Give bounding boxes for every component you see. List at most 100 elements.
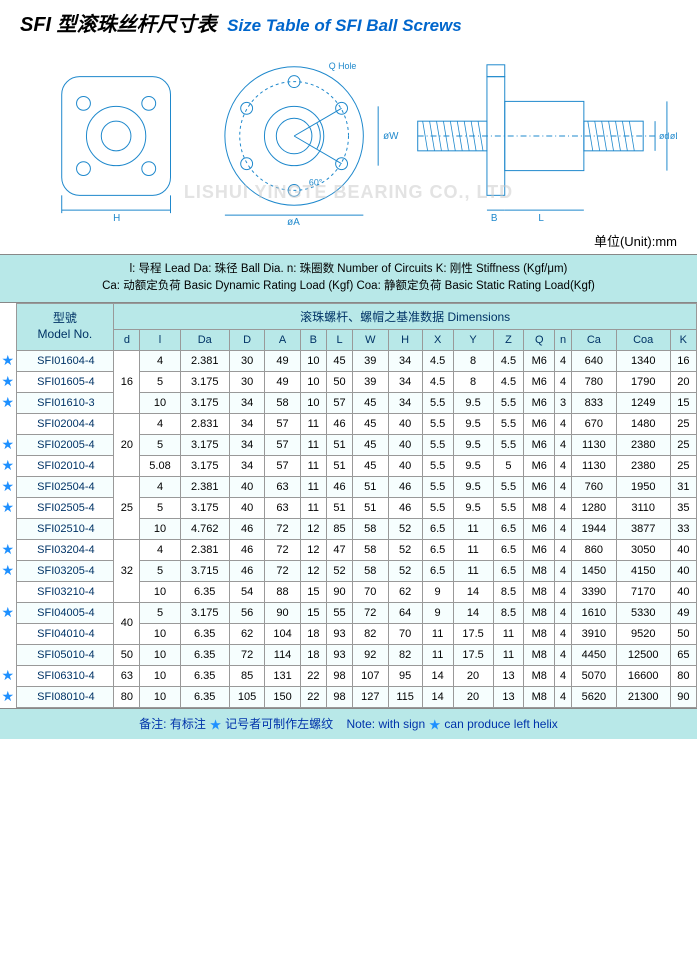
cell-B: 22 <box>300 686 326 707</box>
cell-A: 72 <box>265 539 300 560</box>
cell-L: 85 <box>326 518 352 539</box>
cell-Z: 6.5 <box>493 560 524 581</box>
cell-K: 40 <box>670 581 696 602</box>
star-icon: ★ <box>0 602 16 623</box>
model-cell: SFI02504-4 <box>16 476 114 497</box>
cell-Q: M6 <box>524 392 555 413</box>
col-X: X <box>422 329 453 350</box>
cell-l: 10 <box>140 665 180 686</box>
col-Da: Da <box>180 329 229 350</box>
cell-K: 40 <box>670 539 696 560</box>
cell-X: 14 <box>422 665 453 686</box>
col-W: W <box>353 329 388 350</box>
footer-cn2: 记号者可制作左螺纹 <box>225 717 333 731</box>
cell-D: 105 <box>229 686 264 707</box>
cell-D: 40 <box>229 476 264 497</box>
cell-B: 18 <box>300 623 326 644</box>
cell-H: 52 <box>388 518 422 539</box>
cell-K: 49 <box>670 602 696 623</box>
cell-Coa: 16600 <box>616 665 670 686</box>
cell-d: 80 <box>114 686 140 707</box>
cell-Ca: 640 <box>572 350 617 371</box>
cell-X: 14 <box>422 686 453 707</box>
cell-D: 30 <box>229 371 264 392</box>
cell-Ca: 1944 <box>572 518 617 539</box>
cell-Ca: 5620 <box>572 686 617 707</box>
cell-Coa: 9520 <box>616 623 670 644</box>
footer-cn1: 备注: 有标注 <box>139 717 206 731</box>
cell-X: 5.5 <box>422 434 453 455</box>
cell-Y: 9.5 <box>453 413 493 434</box>
cell-A: 63 <box>265 476 300 497</box>
cell-L: 55 <box>326 602 352 623</box>
cell-H: 52 <box>388 560 422 581</box>
cell-Da: 2.381 <box>180 476 229 497</box>
cell-Z: 5.5 <box>493 413 524 434</box>
cell-W: 72 <box>353 602 388 623</box>
cell-B: 12 <box>300 539 326 560</box>
cell-X: 4.5 <box>422 350 453 371</box>
cell-Y: 9.5 <box>453 476 493 497</box>
cell-X: 4.5 <box>422 371 453 392</box>
cell-D: 34 <box>229 413 264 434</box>
title-en: Size Table of SFI Ball Screws <box>227 16 462 35</box>
cell-H: 34 <box>388 371 422 392</box>
cell-Coa: 1790 <box>616 371 670 392</box>
cell-n: 4 <box>555 518 572 539</box>
cell-Da: 6.35 <box>180 581 229 602</box>
cell-Ca: 860 <box>572 539 617 560</box>
cell-Da: 3.715 <box>180 560 229 581</box>
star-icon: ★ <box>0 476 16 497</box>
cell-L: 93 <box>326 644 352 665</box>
cell-Da: 2.381 <box>180 539 229 560</box>
star-icon <box>0 623 16 644</box>
cell-K: 31 <box>670 476 696 497</box>
cell-l: 4 <box>140 413 180 434</box>
star-icon: ★ <box>209 716 222 732</box>
cell-X: 9 <box>422 602 453 623</box>
star-icon: ★ <box>0 665 16 686</box>
star-icon: ★ <box>429 716 442 732</box>
cell-H: 40 <box>388 413 422 434</box>
table-row: ★SFI01610-3103.1753458105745345.59.55.5M… <box>0 392 697 413</box>
model-cell: SFI02505-4 <box>16 497 114 518</box>
cell-H: 34 <box>388 350 422 371</box>
svg-text:Q Hole: Q Hole <box>329 61 357 71</box>
cell-Z: 13 <box>493 686 524 707</box>
cell-D: 46 <box>229 560 264 581</box>
legend-line-1: l: 导程 Lead Da: 珠径 Ball Dia. n: 珠圈数 Numbe… <box>12 261 685 278</box>
cell-D: 34 <box>229 434 264 455</box>
cell-Da: 3.175 <box>180 455 229 476</box>
cell-Coa: 1950 <box>616 476 670 497</box>
cell-Da: 2.381 <box>180 350 229 371</box>
cell-D: 62 <box>229 623 264 644</box>
cell-L: 51 <box>326 455 352 476</box>
cell-d: 16 <box>114 350 140 413</box>
cell-Y: 9.5 <box>453 434 493 455</box>
cell-K: 50 <box>670 623 696 644</box>
svg-text:øD: øD <box>670 131 677 141</box>
cell-A: 150 <box>265 686 300 707</box>
col-K: K <box>670 329 696 350</box>
cell-Da: 6.35 <box>180 644 229 665</box>
cell-Z: 4.5 <box>493 350 524 371</box>
cell-W: 82 <box>353 623 388 644</box>
cell-Y: 20 <box>453 686 493 707</box>
cell-Y: 20 <box>453 665 493 686</box>
cell-n: 4 <box>555 497 572 518</box>
cell-H: 64 <box>388 602 422 623</box>
svg-text:L: L <box>538 213 544 224</box>
model-cell: SFI02010-4 <box>16 455 114 476</box>
cell-H: 34 <box>388 392 422 413</box>
col-A: A <box>265 329 300 350</box>
cell-W: 39 <box>353 371 388 392</box>
star-icon: ★ <box>0 371 16 392</box>
cell-A: 104 <box>265 623 300 644</box>
cell-K: 90 <box>670 686 696 707</box>
model-cell: SFI06310-4 <box>16 665 114 686</box>
cell-Ca: 670 <box>572 413 617 434</box>
cell-Q: M6 <box>524 476 555 497</box>
col-H: H <box>388 329 422 350</box>
cell-Coa: 3050 <box>616 539 670 560</box>
star-icon <box>0 644 16 665</box>
